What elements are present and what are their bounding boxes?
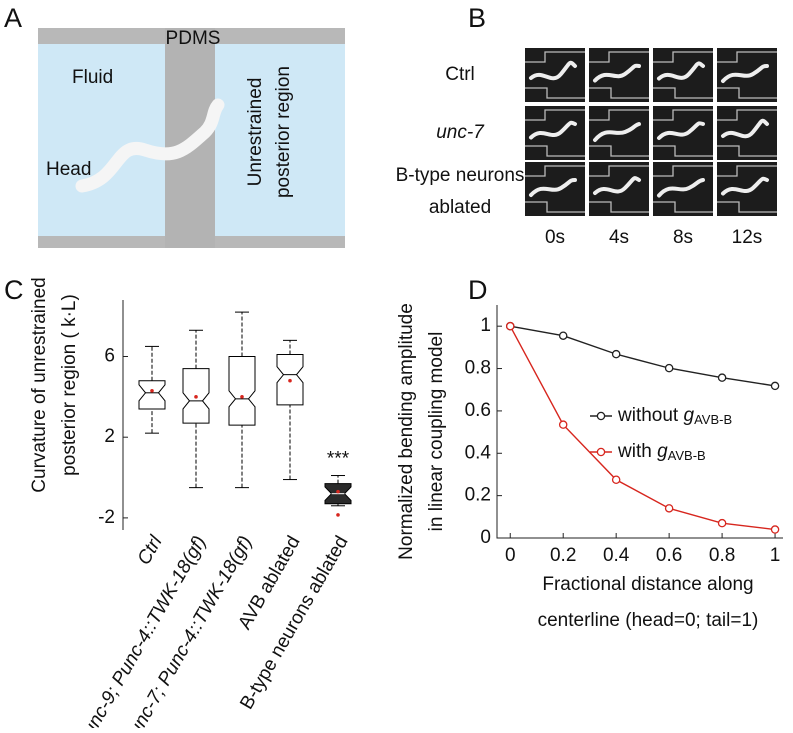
worm-image: [721, 64, 769, 83]
row-label: unc-7: [436, 122, 485, 143]
time-label: 12s: [732, 227, 763, 248]
x-tick-label: 0.6: [656, 545, 682, 566]
x-tick-label: 0.4: [603, 545, 630, 566]
point: [770, 381, 780, 391]
legend-label-part: without: [617, 405, 683, 426]
worm-image: [721, 176, 769, 196]
pdms-label: PDMS: [166, 28, 221, 49]
worm-image: [593, 176, 641, 195]
channel-outline: [589, 165, 649, 213]
y-tick-label: -2: [98, 507, 115, 528]
mean: [240, 395, 244, 399]
fluid-label: Fluid: [72, 67, 113, 88]
row-label: B-type neurons: [396, 165, 525, 186]
point: [558, 331, 568, 340]
channel-outline: [653, 109, 713, 157]
y-tick-label: 2: [104, 426, 115, 447]
mean: [288, 378, 292, 383]
worm-image: [529, 178, 577, 197]
charts: C Curvature of unrestrained posterior regi…: [4, 275, 783, 733]
row-label: ablated: [429, 197, 491, 218]
point: [611, 349, 621, 359]
time-label: 8s: [673, 227, 693, 248]
channel-outline: [653, 51, 713, 99]
legend-marker: [596, 411, 606, 421]
point: [558, 420, 568, 429]
worm-image: [529, 120, 577, 140]
outlier: [336, 513, 340, 517]
channel-outline: [525, 109, 585, 157]
legend-label-part: AVB-B: [694, 412, 732, 427]
point: [505, 321, 515, 331]
region-label: Unrestrained: [245, 78, 266, 187]
point: [770, 525, 780, 534]
row-label: Ctrl: [445, 64, 475, 85]
series-line: [510, 325, 776, 387]
y-tick-label: 6: [104, 346, 115, 367]
x-axis-label: centerline (head=0; tail=1): [538, 610, 759, 631]
time-label: 0s: [545, 227, 565, 248]
worm-image: [657, 121, 705, 140]
mean: [336, 489, 340, 494]
legend-label-part: AVB-B: [668, 448, 706, 463]
channel-outline: [717, 109, 777, 157]
series-line: [509, 325, 776, 531]
channel-outline: [589, 109, 649, 157]
legend-marker: [596, 447, 606, 457]
y-tick-label: 0.8: [465, 358, 491, 379]
worm: [75, 98, 225, 193]
y-axis-label: Curvature of unrestrained: [29, 277, 50, 492]
time-label: 4s: [609, 227, 629, 248]
y-axis-label: posterior region ( k·L): [59, 294, 80, 476]
y-tick-label: 0.4: [465, 442, 492, 463]
legend-label: without gAVB-B: [617, 405, 732, 427]
point: [717, 373, 727, 382]
box: [228, 355, 256, 426]
y-axis-label: in linear coupling model: [426, 332, 447, 532]
worm-image: [593, 122, 641, 142]
x-tick-label: 0: [505, 545, 516, 566]
channel-outline: [589, 51, 649, 99]
panel-letter: D: [468, 275, 488, 305]
x-tick-label: 0.8: [709, 545, 735, 566]
y-tick-label: 0.2: [465, 485, 491, 506]
point: [664, 363, 674, 373]
channel-outline: [525, 165, 585, 213]
channel-outline: [717, 51, 777, 99]
box: [138, 380, 166, 410]
y-tick-label: 0: [480, 527, 491, 548]
point: [717, 518, 727, 528]
worm-image: [529, 60, 577, 81]
panel-letter: B: [468, 3, 486, 33]
legend-label-part: g: [683, 405, 694, 426]
y-tick-label: 1: [480, 315, 491, 336]
worm-image: [593, 63, 641, 83]
point: [664, 504, 674, 513]
mean: [150, 388, 154, 393]
legend-label-part: g: [657, 441, 668, 462]
point: [611, 475, 621, 484]
x-tick-label: Ctrl: [134, 532, 167, 569]
legend-label-part: with: [617, 441, 657, 462]
channel-outline: [525, 51, 585, 99]
channel-outline: [717, 165, 777, 213]
mean: [194, 395, 198, 399]
worm-image: [721, 118, 769, 139]
region-label: posterior region: [273, 66, 294, 198]
x-tick-label: 1: [770, 545, 781, 566]
panel-letter: A: [4, 3, 22, 33]
annotation: ***: [327, 449, 350, 470]
worm-image: [657, 178, 705, 198]
x-axis-label: Fractional distance along: [542, 574, 753, 595]
head-label: Head: [46, 159, 91, 180]
x-tick-label: 0.2: [550, 545, 576, 566]
y-tick-label: 0.6: [465, 400, 491, 421]
legend-label: with gAVB-B: [617, 441, 706, 463]
worm-image: [657, 61, 705, 81]
panel-letter: C: [4, 275, 24, 305]
y-axis-label: Normalized bending amplitude: [396, 303, 417, 560]
channel-outline: [653, 165, 713, 213]
